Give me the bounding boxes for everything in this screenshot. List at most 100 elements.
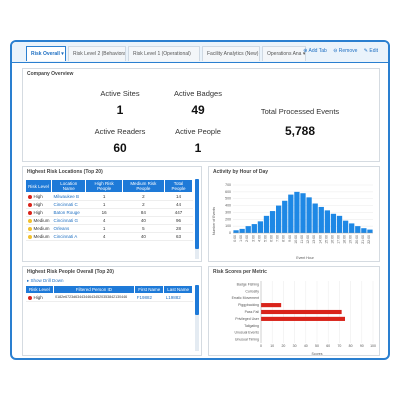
location-name-link[interactable]: Milwaukee B — [51, 192, 86, 201]
location-name-link[interactable]: Baton Rouge — [51, 208, 86, 217]
tab-risk-level-2[interactable]: Risk Level 2 (Behavioral) — [68, 46, 126, 61]
risk-scores-chart: Scores 0 10 20 30 40 50 60 70 80 90 100 Badge Fishi… — [232, 281, 376, 356]
person-id-cell: 0182e6723d63443446434520353842130446 — [53, 293, 135, 302]
activity-ytick: 700 — [225, 183, 231, 187]
first-name-link[interactable]: F19882 — [134, 293, 164, 302]
activity-bar[interactable] — [251, 224, 257, 233]
activity-bar[interactable] — [342, 220, 349, 233]
active-sites-label: Active Sites — [100, 89, 140, 98]
people-header[interactable]: Risk Level — [25, 285, 54, 294]
activity-ytick: 100 — [225, 224, 231, 228]
active-readers-value: 60 — [113, 141, 127, 155]
medium-risk-cell: 2 — [122, 192, 165, 201]
medium-risk-cell: 2 — [122, 200, 165, 209]
table-row[interactable]: Medium Orleans 1 5 28 — [25, 224, 193, 233]
tab-operations-analytics[interactable]: Operations Ana ▾ — [262, 46, 306, 61]
risk-level-cell: Medium — [25, 224, 52, 233]
risk-level-text: High — [33, 295, 43, 300]
scores-xtick: 50 — [315, 344, 319, 348]
activity-bar[interactable] — [306, 197, 312, 233]
activity-bar[interactable] — [263, 215, 270, 233]
total-events-label: Total Processed Events — [260, 107, 340, 116]
scores-xtick: 80 — [349, 344, 353, 348]
locations-header[interactable]: Risk Level — [24, 179, 53, 193]
activity-bar[interactable] — [233, 230, 239, 233]
location-name-link[interactable]: Orleans — [51, 224, 86, 233]
locations-header[interactable]: Location Name — [51, 179, 87, 193]
high-risk-cell: 1 — [85, 224, 123, 233]
total-people-cell: 28 — [164, 224, 193, 233]
activity-bar[interactable] — [239, 228, 245, 233]
table-row[interactable]: Medium Cincinnati G 4 40 96 — [25, 216, 193, 225]
activity-bar[interactable] — [288, 194, 294, 233]
activity-bar[interactable] — [257, 221, 264, 233]
locations-header[interactable]: Medium Risk People — [121, 179, 165, 193]
activity-bar[interactable] — [361, 228, 367, 233]
people-header[interactable]: Filtered Person ID — [52, 285, 136, 294]
medium-risk-cell: 40 — [122, 232, 165, 241]
last-name-link[interactable]: L19882 — [163, 293, 193, 302]
activity-bar[interactable] — [349, 223, 355, 233]
scores-xtick: 40 — [304, 344, 308, 348]
tab-risk-level-1[interactable]: Risk Level 1 (Operational) — [128, 46, 200, 61]
table-row[interactable]: High Milwaukee B 1 2 14 — [25, 192, 193, 201]
activity-bar[interactable] — [245, 226, 251, 233]
total-people-cell: 447 — [164, 208, 193, 217]
activity-xtick: 4:00 — [257, 235, 261, 242]
people-scrollbar[interactable] — [195, 285, 199, 351]
location-name-link[interactable]: Cincinnati C — [51, 200, 86, 209]
company-overview-panel: Company Overview Active Sites 1 Active B… — [22, 68, 380, 162]
activity-bar[interactable] — [276, 205, 282, 233]
people-scrollbar-thumb[interactable] — [195, 285, 199, 315]
risk-scores-panel: Risk Scores per Metric Scores 0 10 20 30 40 5… — [208, 266, 380, 356]
activity-bar[interactable] — [312, 203, 318, 233]
scores-xtick: 0 — [260, 344, 262, 348]
score-bar[interactable] — [261, 303, 282, 308]
locations-header[interactable]: High Risk People — [85, 179, 123, 193]
table-row[interactable]: High Baton Rouge 16 84 447 — [25, 208, 193, 217]
activity-bar[interactable] — [324, 210, 330, 233]
risk-level-text: Medium — [33, 218, 50, 223]
show-drill-down-link[interactable]: ▸ Show Drill Down — [27, 278, 64, 283]
activity-bar[interactable] — [300, 193, 306, 233]
add-tab-button[interactable]: ⊕ Add Tab — [303, 48, 327, 54]
table-row[interactable]: High Cincinnati C 1 2 44 — [25, 200, 193, 209]
high-risk-cell: 4 — [85, 216, 123, 225]
risk-people-title: Highest Risk People Overall (Top 20) — [27, 269, 114, 275]
scores-xlabel: Scores — [312, 352, 323, 356]
table-row[interactable]: High 0182e6723d63443446434520353842130446… — [25, 293, 193, 302]
dashboard-window: Risk Overall ▾ Risk Level 2 (Behavioral)… — [10, 40, 390, 360]
tab-facility-analytics[interactable]: Facility Analytics (New) — [202, 46, 260, 61]
activity-bar[interactable] — [294, 191, 300, 233]
people-header[interactable]: First Name — [134, 285, 165, 294]
risk-level-cell: High — [25, 293, 54, 302]
activity-xtick: 12:00 — [306, 235, 310, 244]
edit-tab-button[interactable]: ✎ Edit — [363, 48, 378, 54]
activity-bar[interactable] — [269, 211, 276, 233]
activity-bar[interactable] — [355, 226, 361, 233]
locations-scrollbar-thumb[interactable] — [195, 179, 199, 249]
activity-bar[interactable] — [330, 213, 337, 233]
risk-people-table: Risk Level Filtered Person ID First Name La… — [25, 285, 193, 302]
activity-bar[interactable] — [367, 229, 373, 233]
activity-bar[interactable] — [282, 200, 288, 233]
locations-header[interactable]: Total People — [163, 179, 194, 193]
risk-level-cell: High — [25, 200, 52, 209]
activity-bar[interactable] — [336, 215, 343, 233]
location-name-link[interactable]: Cincinnati G — [51, 216, 86, 225]
locations-scrollbar[interactable] — [195, 179, 199, 259]
activity-xtick: 2:00 — [245, 235, 249, 242]
table-row[interactable]: Medium Cincinnati A 4 40 63 — [25, 232, 193, 241]
remove-tab-button[interactable]: ⊖ Remove — [333, 48, 358, 54]
scores-xtick: 70 — [337, 344, 341, 348]
score-bar[interactable] — [261, 309, 342, 315]
tab-risk-overall[interactable]: Risk Overall ▾ — [26, 46, 66, 61]
activity-ytick: 300 — [225, 210, 231, 214]
active-people-label: Active People — [175, 127, 221, 136]
activity-bar[interactable] — [318, 206, 324, 233]
people-header[interactable]: Last Name — [163, 285, 193, 294]
scores-category-label: Privileged User — [235, 317, 260, 321]
activity-xtick: 9:00 — [288, 235, 292, 242]
location-name-link[interactable]: Cincinnati A — [51, 232, 86, 241]
score-bar[interactable] — [261, 316, 345, 321]
